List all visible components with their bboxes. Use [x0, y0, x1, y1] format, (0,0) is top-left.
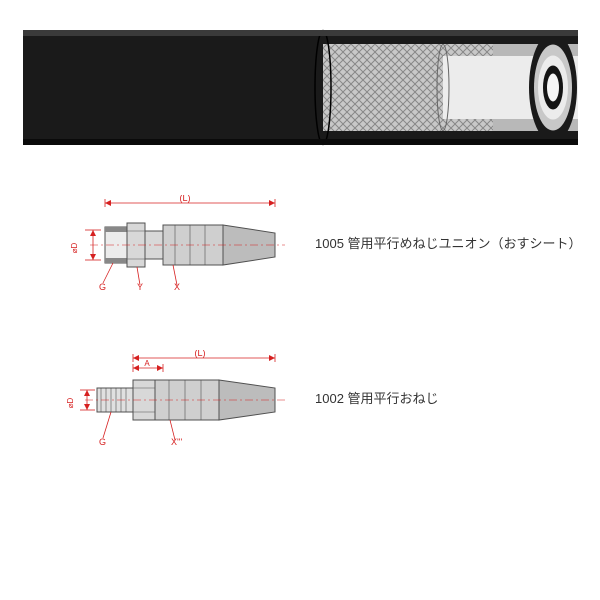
dim-A: A	[144, 359, 150, 368]
hose-cross-section	[23, 20, 578, 155]
dim-D: ⌀D	[66, 397, 75, 408]
dim-X: X'''	[171, 437, 182, 445]
diagram-1002-label: 1002 管用平行おねじ	[315, 388, 439, 407]
fitting-diagram-1005: (L)	[20, 195, 580, 290]
dim-G: G	[99, 437, 106, 445]
fitting-diagram-1002: (L) A	[20, 350, 580, 445]
dim-Y: Y	[137, 282, 143, 290]
dim-G: G	[99, 282, 106, 290]
dim-L: (L)	[180, 195, 191, 203]
dim-X: X	[174, 282, 180, 290]
dim-D: ⌀D	[70, 242, 79, 253]
dim-L: (L)	[195, 350, 206, 358]
diagram-1005-label: 1005 管用平行めねじユニオン（おすシート）	[315, 233, 580, 252]
